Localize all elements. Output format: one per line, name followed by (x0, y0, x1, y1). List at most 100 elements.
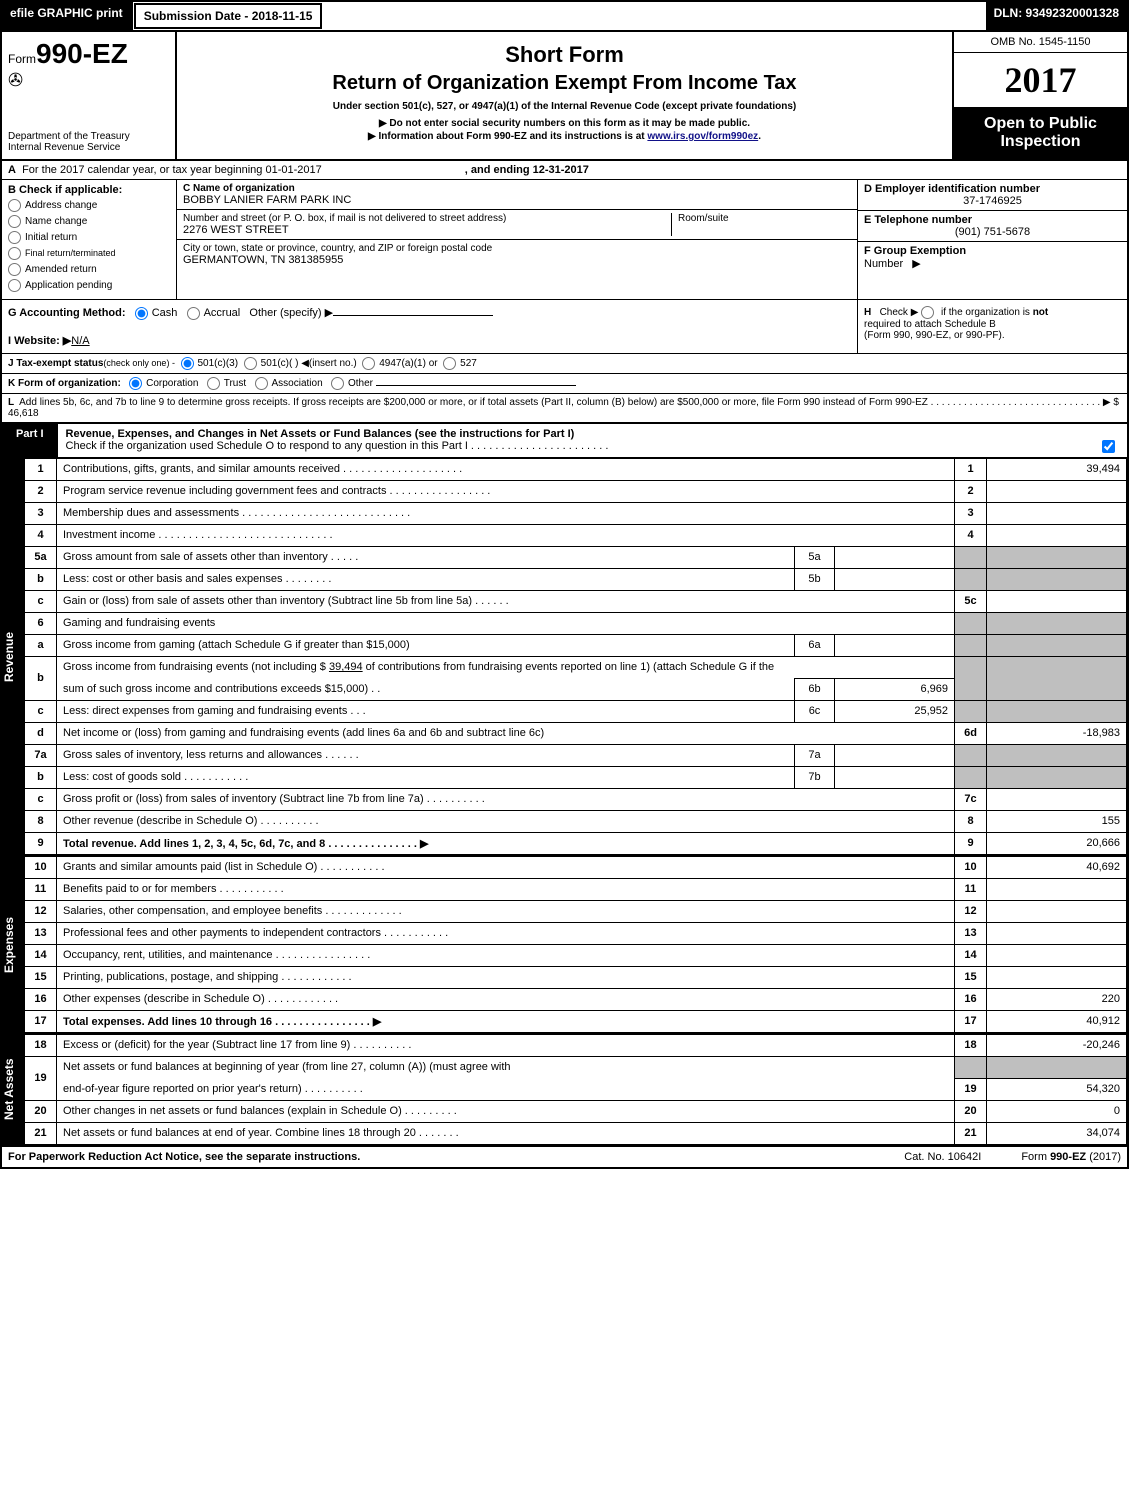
ln12-desc: Salaries, other compensation, and employ… (57, 900, 955, 922)
f-arrow: ▶ (912, 258, 920, 270)
dept-treasury: Department of the Treasury (8, 131, 169, 142)
open-to-public: Open to Public Inspection (954, 107, 1127, 159)
ln5b-subval (835, 568, 955, 590)
h-check-text: Check ▶ (880, 307, 919, 318)
ln7a-num: 7a (25, 744, 57, 766)
radio-trust[interactable] (207, 377, 220, 390)
chk-address-change[interactable]: Address change (8, 199, 170, 212)
line-4: 4 Investment income . . . . . . . . . . … (25, 524, 1127, 546)
line-5c: c Gain or (loss) from sale of assets oth… (25, 590, 1127, 612)
ln9-desc-b: Total revenue. Add lines 1, 2, 3, 4, 5c,… (63, 838, 428, 850)
ln5c-desc: Gain or (loss) from sale of assets other… (57, 590, 955, 612)
lbl-other-specify: Other (specify) ▶ (249, 307, 333, 319)
ln18-box: 18 (955, 1034, 987, 1056)
a-ending: , and ending 12-31-2017 (465, 164, 589, 176)
lbl-application-pending: Application pending (25, 280, 112, 291)
radio-amended-return[interactable] (8, 263, 21, 276)
submission-date: Submission Date - 2018-11-15 (134, 3, 323, 29)
ln19-box: 19 (955, 1078, 987, 1100)
ln17-desc-b: Total expenses. Add lines 10 through 16 … (63, 1016, 381, 1028)
other-org-line[interactable] (376, 385, 576, 386)
header-right: OMB No. 1545-1150 2017 Open to Public In… (952, 32, 1127, 159)
line-12: 12Salaries, other compensation, and empl… (25, 900, 1127, 922)
other-specify-line[interactable] (333, 315, 493, 316)
ln5b-num: b (25, 568, 57, 590)
l-label: L (8, 397, 14, 408)
irs-link[interactable]: www.irs.gov/form990ez (647, 131, 758, 142)
city-state-zip: GERMANTOWN, TN 381385955 (183, 254, 851, 266)
h-schedule-b-check: H Check ▶ if the organization is not req… (857, 300, 1127, 353)
col-def: D Employer identification number 37-1746… (857, 180, 1127, 299)
line-13: 13Professional fees and other payments t… (25, 922, 1127, 944)
radio-address-change[interactable] (8, 199, 21, 212)
ln17-desc: Total expenses. Add lines 10 through 16 … (57, 1010, 955, 1032)
radio-501c3[interactable] (181, 357, 194, 370)
ln8-desc: Other revenue (describe in Schedule O) .… (57, 810, 955, 832)
f-group-exemption-box: F Group Exemption Number ▶ (858, 242, 1127, 273)
line-16: 16Other expenses (describe in Schedule O… (25, 988, 1127, 1010)
expenses-section: Expenses 10Grants and similar amounts pa… (2, 856, 1127, 1034)
ln6b-val: 39,494 (329, 661, 363, 673)
footer-cat-no: Cat. No. 10642I (904, 1151, 981, 1163)
form-number: Form990-EZ (8, 38, 169, 70)
ln13-amt (987, 922, 1127, 944)
ln9-desc: Total revenue. Add lines 1, 2, 3, 4, 5c,… (57, 832, 955, 854)
lbl-initial-return: Initial return (25, 232, 77, 243)
radio-4947[interactable] (362, 357, 375, 370)
ln5c-amt (987, 590, 1127, 612)
footer: For Paperwork Reduction Act Notice, see … (2, 1147, 1127, 1167)
ln6a-desc: Gross income from gaming (attach Schedul… (57, 634, 795, 656)
radio-accrual[interactable] (187, 307, 200, 320)
info-pre: ▶ Information about Form 990-EZ and its … (368, 131, 647, 142)
efile-print-button[interactable]: efile GRAPHIC print (2, 2, 133, 30)
radio-corporation[interactable] (129, 377, 142, 390)
chk-application-pending[interactable]: Application pending (8, 279, 170, 292)
ln7c-box: 7c (955, 788, 987, 810)
form-prefix: Form (8, 52, 36, 66)
lbl-501c: 501(c)( ) ◀(insert no.) (261, 358, 357, 369)
radio-initial-return[interactable] (8, 231, 21, 244)
ln7b-subval (835, 766, 955, 788)
ln20-box: 20 (955, 1100, 987, 1122)
radio-name-change[interactable] (8, 215, 21, 228)
ln15-num: 15 (25, 966, 57, 988)
radio-501c[interactable] (244, 357, 257, 370)
radio-other-org[interactable] (331, 377, 344, 390)
org-name: BOBBY LANIER FARM PARK INC (183, 194, 851, 206)
net-assets-table: 18Excess or (deficit) for the year (Subt… (24, 1034, 1127, 1145)
radio-527[interactable] (443, 357, 456, 370)
info-link-line: ▶ Information about Form 990-EZ and its … (187, 131, 942, 142)
line-19-2: end-of-year figure reported on prior yea… (25, 1078, 1127, 1100)
ln6-boxgrey (955, 612, 987, 634)
chk-schedule-o[interactable] (1102, 440, 1115, 453)
line-8: 8 Other revenue (describe in Schedule O)… (25, 810, 1127, 832)
ln7b-boxgrey (955, 766, 987, 788)
radio-schedule-b[interactable] (921, 306, 934, 319)
c-address-box: Number and street (or P. O. box, if mail… (177, 210, 857, 240)
ln2-amt (987, 480, 1127, 502)
radio-cash[interactable] (135, 307, 148, 320)
line-2: 2 Program service revenue including gove… (25, 480, 1127, 502)
radio-association[interactable] (255, 377, 268, 390)
radio-final-return[interactable] (8, 247, 21, 260)
ln6b-desc2: sum of such gross income and contributio… (57, 678, 795, 700)
line-6: 6 Gaming and fundraising events (25, 612, 1127, 634)
ln7a-subval (835, 744, 955, 766)
ln16-desc: Other expenses (describe in Schedule O) … (57, 988, 955, 1010)
chk-final-return[interactable]: Final return/terminated (8, 247, 170, 260)
e-label: E Telephone number (864, 214, 972, 226)
radio-application-pending[interactable] (8, 279, 21, 292)
part-i-title: Revenue, Expenses, and Changes in Net As… (58, 424, 1127, 457)
ln1-desc: Contributions, gifts, grants, and simila… (57, 458, 955, 480)
ln6c-num: c (25, 700, 57, 722)
ein-value: 37-1746925 (864, 195, 1121, 207)
chk-initial-return[interactable]: Initial return (8, 231, 170, 244)
g-label: G Accounting Method: (8, 307, 126, 319)
chk-name-change[interactable]: Name change (8, 215, 170, 228)
ln5b-desc: Less: cost or other basis and sales expe… (57, 568, 795, 590)
header-mid: Short Form Return of Organization Exempt… (177, 32, 952, 159)
ln13-desc: Professional fees and other payments to … (57, 922, 955, 944)
chk-amended-return[interactable]: Amended return (8, 263, 170, 276)
street-label: Number and street (or P. O. box, if mail… (183, 213, 671, 224)
ln6b-sub: 6b (795, 678, 835, 700)
